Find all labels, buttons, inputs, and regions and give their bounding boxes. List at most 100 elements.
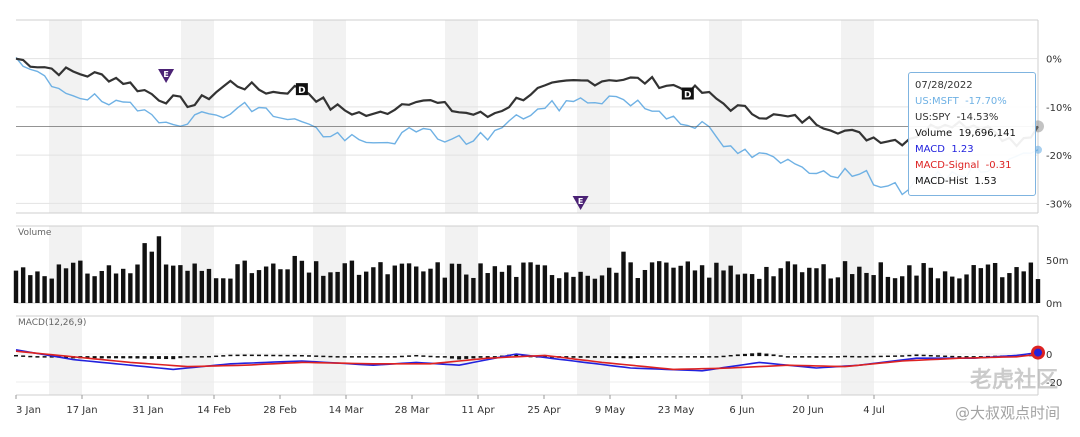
macd-tick-label: -20 [1046, 378, 1062, 389]
macd-hist-bar [114, 356, 119, 359]
tooltip-volume-label: Volume [915, 128, 953, 139]
volume-bar [857, 266, 862, 303]
volume-bar [878, 262, 883, 303]
macd-hist-bar [964, 356, 969, 358]
x-tick-label: 14 Feb [197, 405, 231, 416]
volume-bar [992, 262, 998, 303]
volume-bar [328, 272, 333, 303]
volume-bar [506, 265, 512, 303]
volume-bar [263, 266, 269, 303]
macd-hist-bar [764, 353, 769, 357]
volume-bar [1021, 271, 1026, 303]
macd-hist-bar [814, 356, 819, 358]
volume-bar [807, 267, 812, 303]
volume-bar [678, 265, 683, 303]
volume-bar [128, 273, 133, 303]
macd-hist-bar [642, 356, 647, 358]
macd-hist-bar [449, 356, 454, 359]
macd-hist-bar [242, 354, 247, 357]
volume-bar [942, 271, 948, 303]
macd-hist-bar [378, 356, 383, 358]
price-tick-label: -30% [1046, 199, 1072, 210]
macd-hist-bar [707, 356, 712, 358]
macd-hist-bar [492, 356, 497, 358]
volume-bar [1014, 267, 1019, 303]
volume-bar [113, 273, 119, 303]
macd-hist-bar [307, 355, 312, 357]
macd-hist-bar [399, 355, 404, 358]
volume-bar [828, 278, 833, 303]
volume-bar [578, 271, 583, 303]
x-tick-label: 11 Apr [461, 405, 495, 416]
watermark: 老虎社区 [969, 368, 1058, 393]
macd-hist-bar [742, 353, 747, 357]
volume-bar [614, 272, 619, 303]
macd-hist-bar [206, 355, 211, 358]
macd-hist-bar [128, 356, 133, 359]
macd-hist-bar [199, 356, 204, 358]
volume-bar [671, 267, 676, 303]
macd-hist-bar [256, 354, 261, 357]
volume-bar [85, 273, 90, 303]
volume-bar [907, 265, 912, 303]
event-marker-label: E [578, 197, 583, 206]
volume-bar [406, 263, 412, 303]
macd-hist-bar [893, 355, 898, 357]
macd-hist-bar [864, 355, 869, 358]
tooltip: 07/28/2022 US:MSFT -17.70% US:SPY -14.53… [908, 72, 1036, 196]
tooltip-signal-value: -0.31 [985, 160, 1012, 171]
volume-bar [213, 278, 219, 303]
volume-bar [564, 272, 569, 303]
macd-hist-bar [607, 356, 612, 358]
grid-band [445, 20, 478, 213]
macd-hist-bar [249, 354, 254, 357]
macd-tick-label: 0 [1046, 350, 1052, 361]
macd-hist-bar [514, 353, 519, 357]
volume-bar [135, 264, 140, 303]
volume-bar [749, 274, 755, 303]
macd-hist-bar [457, 356, 462, 360]
grid-band [841, 316, 874, 395]
macd-hist-bar [571, 356, 576, 358]
macd-hist-bar [921, 354, 926, 357]
macd-hist-bar [621, 356, 626, 359]
volume-bar [292, 255, 297, 303]
tooltip-volume: Volume 19,696,141 [915, 126, 1029, 142]
x-tick-label: 20 Jun [792, 405, 824, 416]
macd-hist-bar [171, 356, 176, 360]
volume-bar [342, 263, 347, 303]
macd-hist-bar [192, 356, 197, 358]
volume-bar [442, 277, 448, 303]
tooltip-volume-value: 19,696,141 [958, 128, 1016, 139]
volume-bar [514, 276, 519, 303]
macd-hist-bar [471, 356, 476, 359]
macd-hist-bar [428, 355, 433, 358]
volume-bar [649, 262, 655, 303]
volume-panel-title: Volume [18, 228, 52, 238]
volume-bar [149, 251, 154, 303]
price-tick-label: -20% [1046, 151, 1072, 162]
macd-hist-bar [878, 355, 883, 358]
volume-bar [192, 263, 197, 303]
volume-bar [313, 261, 319, 303]
volume-bar [242, 260, 247, 303]
macd-hist-bar [435, 356, 440, 358]
macd-hist-bar [49, 356, 54, 358]
volume-bar [950, 276, 955, 303]
macd-hist-bar [135, 356, 140, 359]
tooltip-macd-label: MACD [915, 144, 945, 155]
volume-bar [735, 274, 741, 303]
macd-hist-bar [700, 356, 705, 358]
volume-bar [78, 260, 83, 303]
volume-bar [171, 265, 176, 303]
volume-bar [921, 263, 926, 303]
macd-hist-bar [850, 355, 855, 358]
macd-hist-bar [464, 356, 469, 359]
macd-hist-bar [264, 354, 269, 357]
msft-series-line [15, 57, 1039, 196]
macd-hist-bar [785, 356, 790, 358]
macd-hist-bar [728, 354, 733, 357]
grid-band [181, 316, 214, 395]
volume-bar [885, 276, 891, 303]
